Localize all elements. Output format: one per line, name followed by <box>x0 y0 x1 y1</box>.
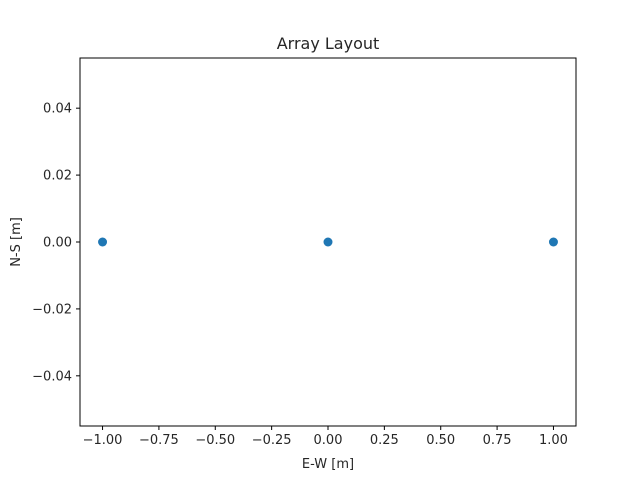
x-tick-label: −0.75 <box>139 433 179 448</box>
y-axis: −0.04 −0.02 0.00 0.02 0.04 <box>32 102 80 384</box>
y-axis-label: N-S [m] <box>9 217 24 267</box>
data-points <box>98 237 558 247</box>
x-tick-label: −0.50 <box>195 433 235 448</box>
x-axis: −1.00 −0.75 −0.50 −0.25 0.00 0.25 0.50 0.75 1.00 <box>83 426 568 448</box>
scatter-point <box>548 237 558 247</box>
y-tick-label: 0.02 <box>43 169 72 184</box>
x-axis-label: E-W [m] <box>302 457 354 472</box>
y-tick-label: 0.00 <box>43 236 72 251</box>
y-tick-label: 0.04 <box>43 102 72 117</box>
scatter-point <box>323 237 333 247</box>
scatter-point <box>98 237 108 247</box>
x-tick-label: 0.75 <box>483 433 512 448</box>
y-tick-label: −0.02 <box>32 302 72 317</box>
x-tick-label: 1.00 <box>539 433 568 448</box>
x-tick-label: −1.00 <box>83 433 123 448</box>
x-tick-label: 0.25 <box>370 433 399 448</box>
x-tick-label: −0.25 <box>252 433 292 448</box>
x-tick-label: 0.00 <box>314 433 343 448</box>
x-tick-label: 0.50 <box>426 433 455 448</box>
y-tick-label: −0.04 <box>32 369 72 384</box>
chart-title: Array Layout <box>277 34 380 53</box>
